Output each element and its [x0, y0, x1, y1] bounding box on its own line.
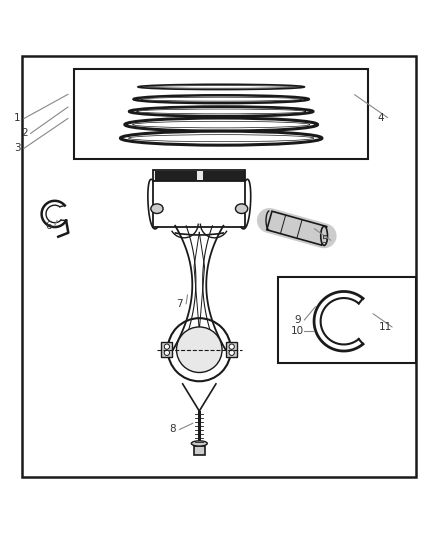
- Bar: [278, 278, 416, 363]
- Ellipse shape: [141, 97, 302, 101]
- Ellipse shape: [236, 204, 248, 214]
- Circle shape: [164, 344, 170, 349]
- Text: 5: 5: [321, 235, 328, 245]
- Text: 10: 10: [291, 326, 304, 336]
- Ellipse shape: [120, 131, 322, 145]
- Text: 11: 11: [379, 322, 392, 332]
- Polygon shape: [194, 232, 205, 331]
- Bar: [153, 170, 245, 181]
- Bar: [153, 181, 245, 227]
- Text: 4: 4: [378, 112, 385, 123]
- Ellipse shape: [133, 122, 310, 128]
- Ellipse shape: [134, 95, 309, 103]
- Text: 8: 8: [170, 424, 177, 434]
- Bar: [194, 446, 205, 455]
- Ellipse shape: [125, 118, 318, 131]
- Polygon shape: [267, 211, 327, 245]
- Text: 2: 2: [21, 128, 28, 139]
- Text: 3: 3: [14, 143, 21, 154]
- Ellipse shape: [151, 204, 163, 214]
- Text: 7: 7: [176, 298, 183, 309]
- Circle shape: [229, 350, 234, 356]
- Ellipse shape: [191, 441, 207, 446]
- Bar: [161, 342, 173, 358]
- Ellipse shape: [321, 226, 328, 246]
- Bar: [74, 69, 368, 159]
- Circle shape: [168, 318, 231, 381]
- Text: 1: 1: [14, 114, 21, 124]
- Ellipse shape: [138, 84, 304, 90]
- Text: 9: 9: [294, 315, 301, 325]
- Ellipse shape: [137, 109, 306, 114]
- Text: 6: 6: [45, 221, 52, 231]
- Ellipse shape: [129, 107, 313, 116]
- Ellipse shape: [128, 135, 314, 142]
- Bar: [226, 342, 237, 358]
- Ellipse shape: [145, 86, 298, 88]
- Circle shape: [177, 327, 222, 373]
- Circle shape: [164, 350, 170, 356]
- Circle shape: [229, 344, 234, 349]
